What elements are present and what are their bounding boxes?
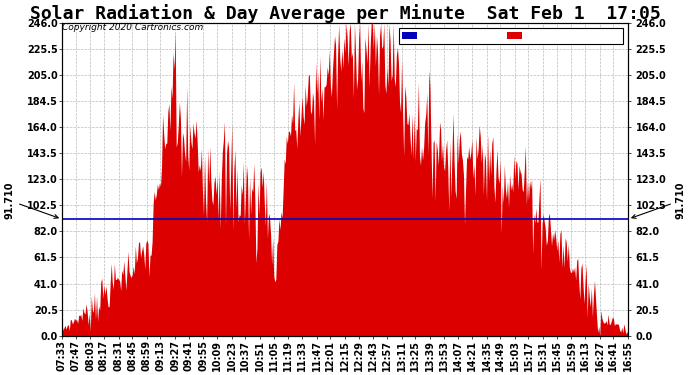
Text: 91.710: 91.710 xyxy=(4,182,58,219)
Text: Copyright 2020 Cartronics.com: Copyright 2020 Cartronics.com xyxy=(62,23,203,32)
Legend: Median (w/m2), Radiation (w/m2): Median (w/m2), Radiation (w/m2) xyxy=(400,28,623,44)
Title: Solar Radiation & Day Average per Minute  Sat Feb 1  17:05: Solar Radiation & Day Average per Minute… xyxy=(30,4,660,23)
Text: 91.710: 91.710 xyxy=(632,182,686,219)
